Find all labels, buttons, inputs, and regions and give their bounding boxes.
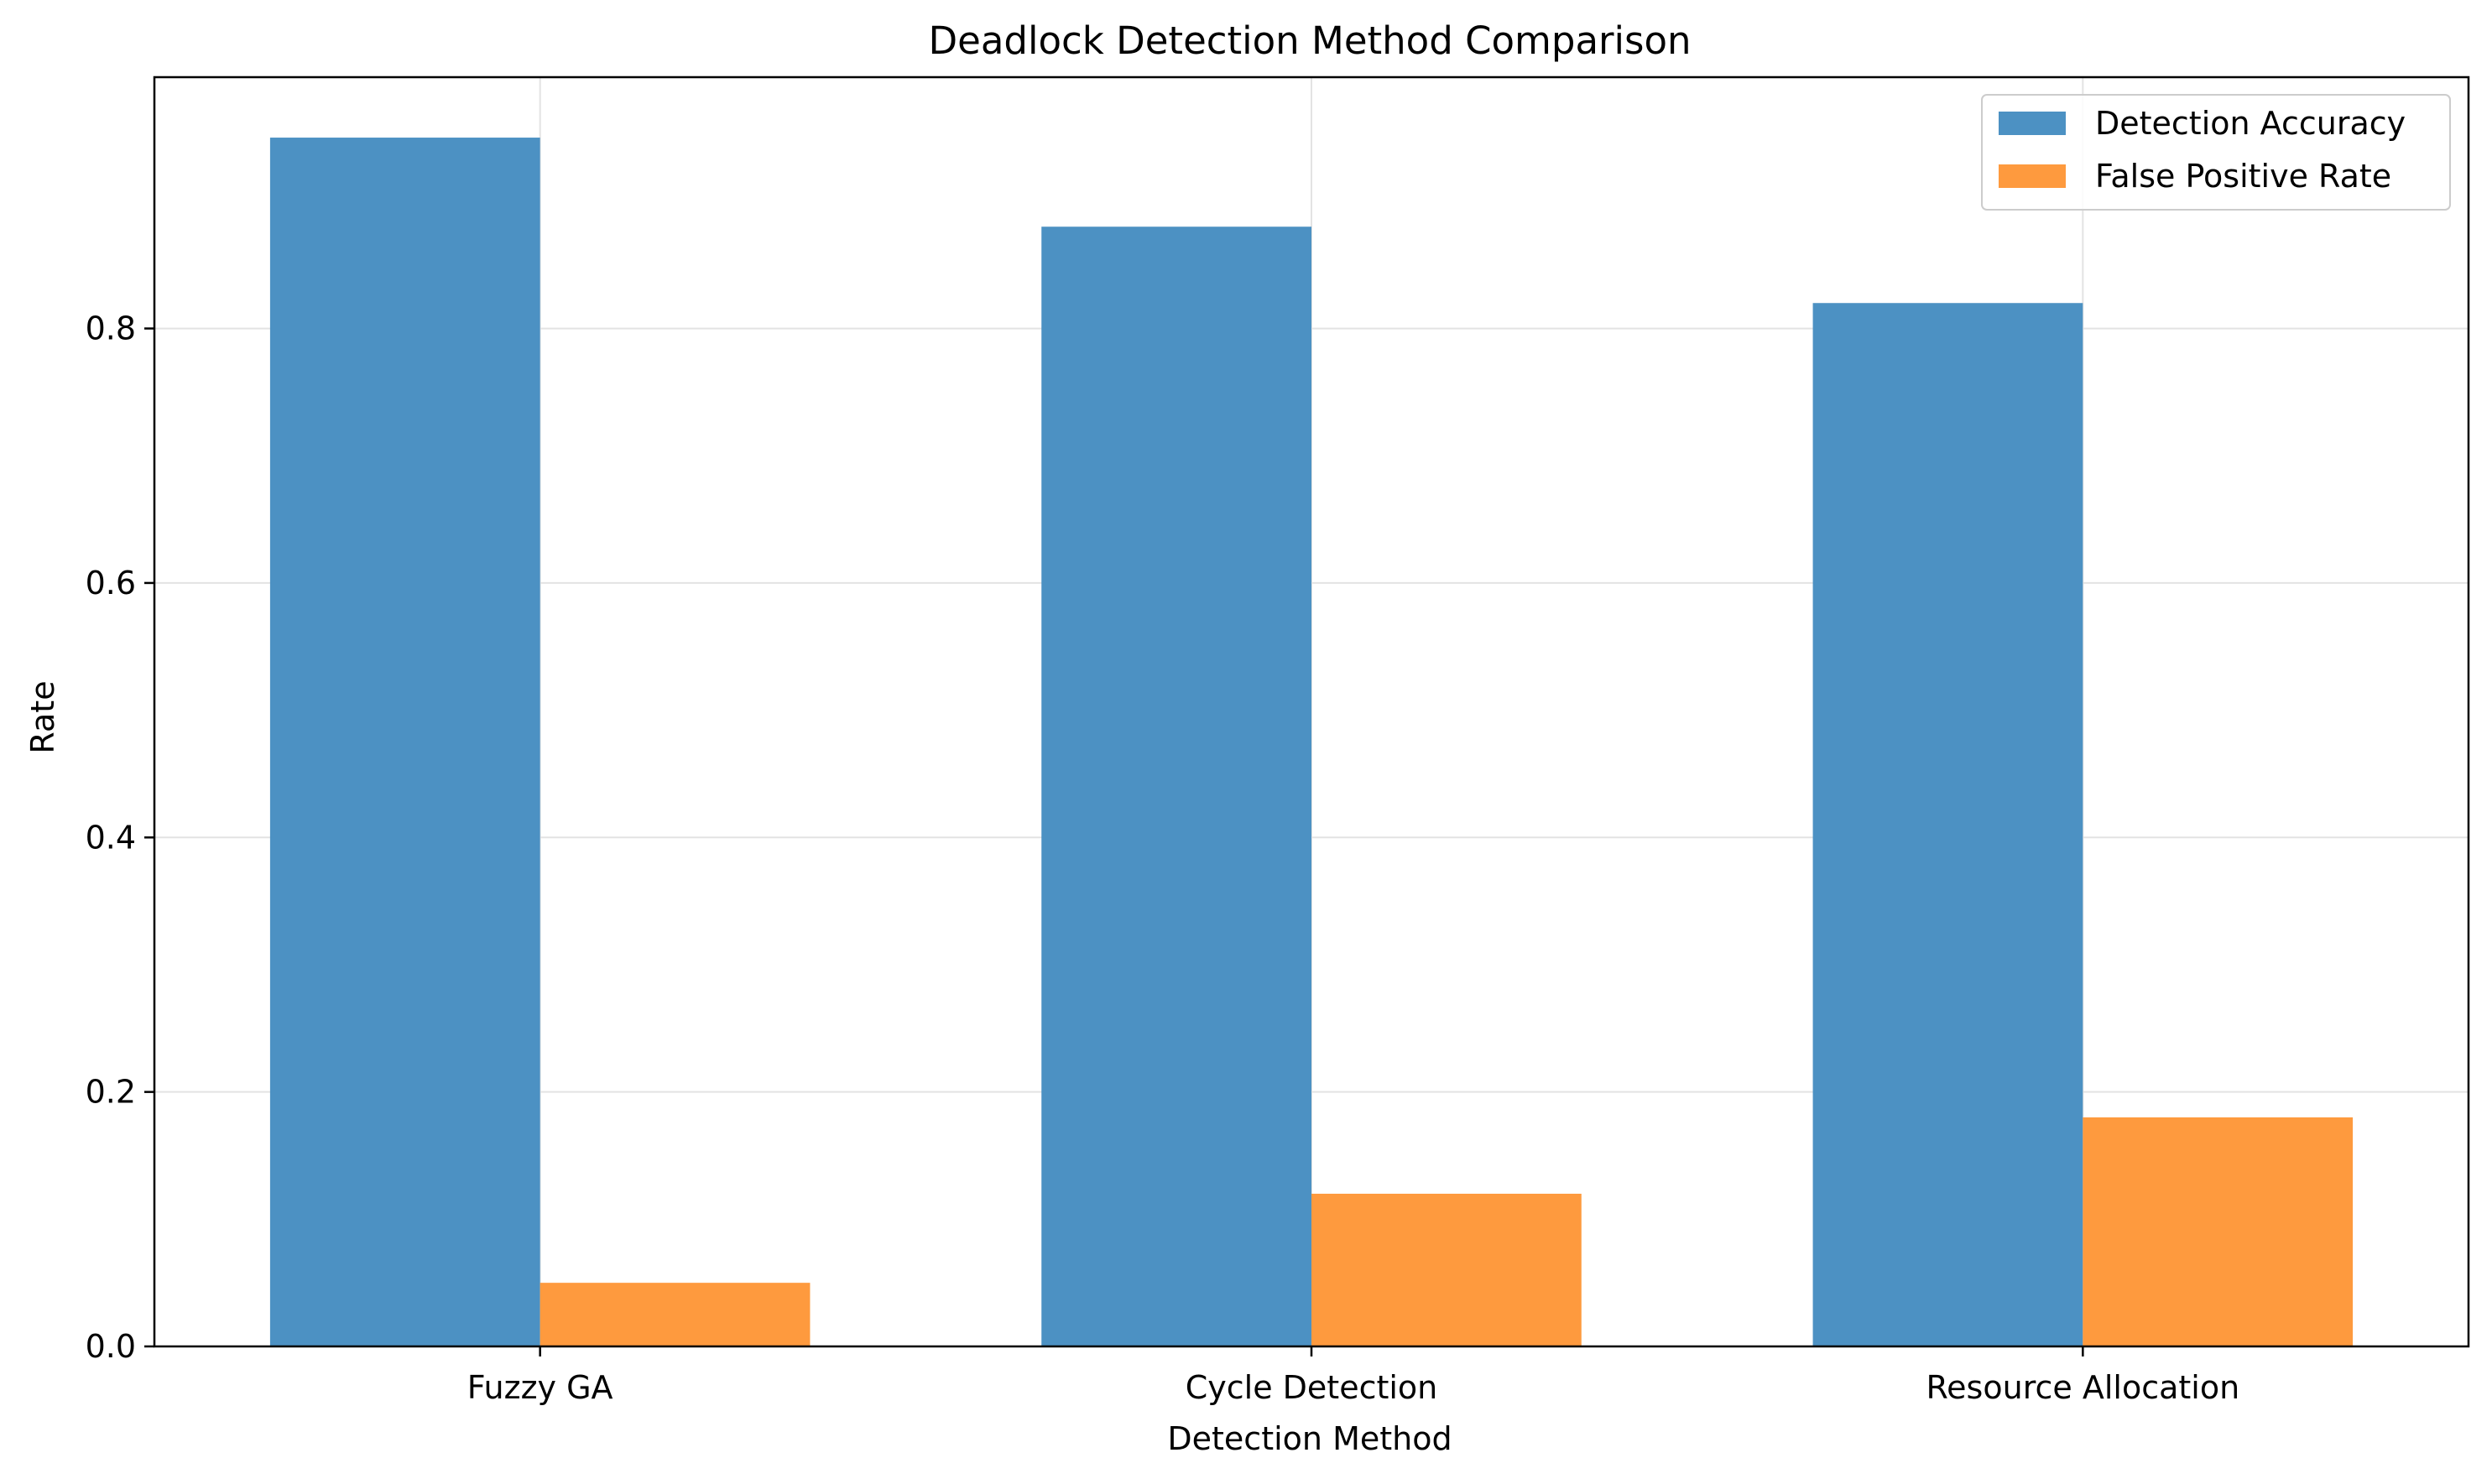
legend-label-false-positive-rate: False Positive Rate	[2095, 158, 2391, 195]
y-tick-label: 0.4	[86, 819, 136, 856]
legend-label-detection-accuracy: Detection Accuracy	[2095, 105, 2406, 142]
x-tick-label-cycle-detection: Cycle Detection	[1186, 1369, 1438, 1406]
y-tick-label: 0.6	[86, 565, 136, 601]
bar-detection-accuracy-fuzzy-ga	[269, 138, 540, 1347]
x-axis-label: Detection Method	[1167, 1420, 1452, 1457]
legend-swatch-detection-accuracy	[1999, 112, 2066, 135]
y-axis-label: Rate	[24, 680, 61, 753]
y-tick-label: 0.0	[86, 1328, 136, 1365]
ticks-layer: 0.0 0.2 0.4 0.6 0.8 Fuzzy GA Cycle Detection Re…	[86, 310, 2240, 1406]
bar-false-positive-rate-resource-allocation	[2083, 1117, 2354, 1346]
bar-false-positive-rate-cycle-detection	[1311, 1193, 1582, 1346]
chart-title: Deadlock Detection Method Comparison	[928, 18, 1691, 63]
bar-false-positive-rate-fuzzy-ga	[540, 1283, 811, 1346]
x-tick-label-resource-allocation: Resource Allocation	[1926, 1369, 2239, 1406]
y-tick-label: 0.2	[86, 1074, 136, 1111]
legend-swatch-false-positive-rate	[1999, 164, 2066, 188]
legend: Detection Accuracy False Positive Rate	[1981, 94, 2451, 211]
x-tick-label-fuzzy-ga: Fuzzy GA	[467, 1369, 613, 1406]
legend-box	[1981, 94, 2451, 211]
y-tick-label: 0.8	[86, 310, 136, 347]
bar-detection-accuracy-resource-allocation	[1812, 303, 2083, 1346]
bars-layer	[269, 138, 2354, 1347]
bar-detection-accuracy-cycle-detection	[1041, 227, 1311, 1347]
